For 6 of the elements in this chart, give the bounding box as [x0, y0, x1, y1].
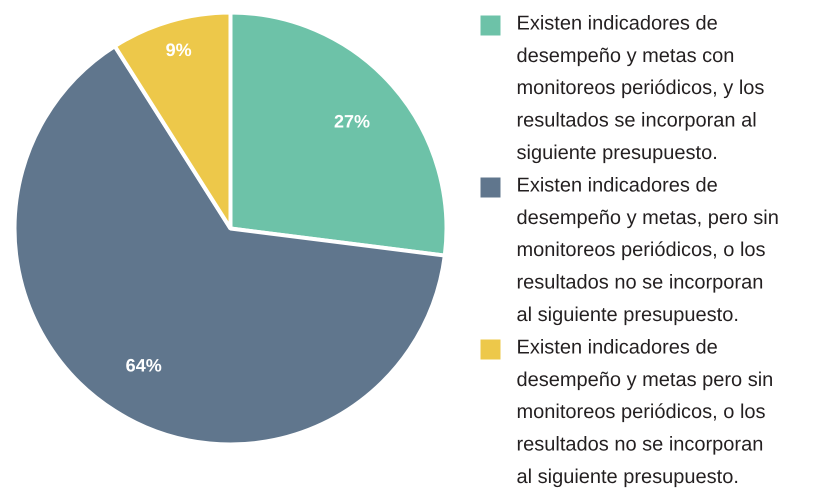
legend-label: Existen indicadores de desempeño y metas, pero sin monitoreos periódicos, o los resultados no se incorporan al siguiente presupuesto.: [516, 174, 779, 326]
legend-label: Existen indicadores de desempeño y metas con monitoreos periódicos, y los resultados se incorporan al siguiente presupuesto.: [516, 12, 764, 164]
data-label: 64%: [126, 355, 162, 376]
data-label: 27%: [334, 111, 370, 132]
data-label: 9%: [166, 40, 192, 60]
legend-label: Existen indicadores de desempeño y metas pero sin monitoreos periódicos, o los resultados no se incorporan al siguiente presupuesto.: [516, 336, 774, 488]
